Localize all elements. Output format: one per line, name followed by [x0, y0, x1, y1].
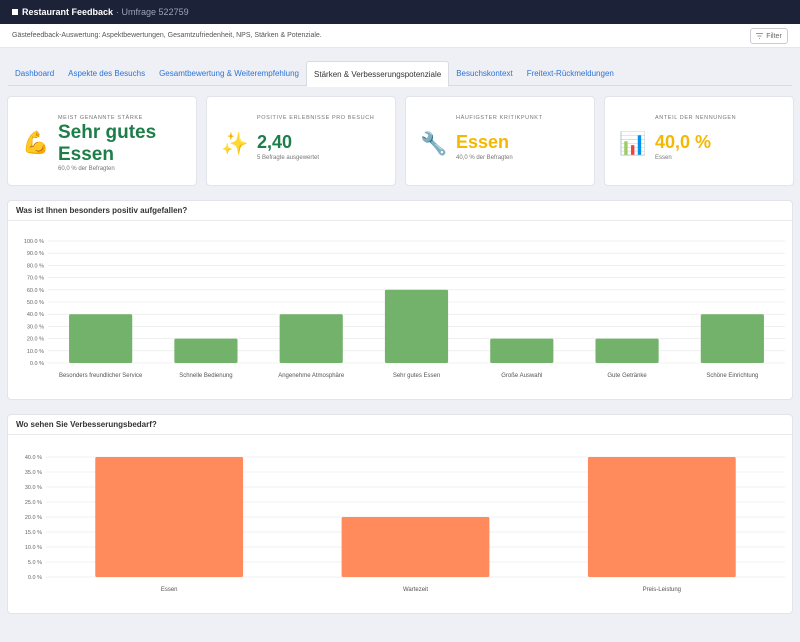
y-tick-label: 70.0 % — [27, 276, 44, 282]
x-tick-label: Große Auswahl — [501, 373, 542, 379]
bar — [341, 517, 490, 577]
tab-5[interactable]: Besuchskontext — [456, 69, 513, 78]
y-tick-label: 20.0 % — [25, 515, 42, 521]
y-tick-label: 60.0 % — [27, 288, 44, 294]
filter-button[interactable]: Filter — [750, 28, 788, 44]
kpi-card-4: 📊 Anteil der Nennungen 40,0 % Essen — [604, 96, 794, 186]
kpi-card-3: 🔧 Häufigster Kritikpunkt Essen 40,0 % der B… — [405, 96, 595, 186]
tab-6[interactable]: Freitext-Rückmeldungen — [526, 69, 614, 78]
y-tick-label: 30.0 % — [27, 324, 44, 330]
y-tick-label: 15.0 % — [25, 530, 42, 536]
positive-chart-panel: Was ist Ihnen besonders positiv aufgefal… — [7, 200, 793, 400]
app-title: Restaurant Feedback — [22, 7, 114, 17]
y-tick-label: 20.0 % — [27, 337, 44, 343]
filter-icon — [756, 33, 764, 39]
kpi-value: 40,0 % — [655, 132, 712, 152]
x-tick-label: Angenehme Atmosphäre — [278, 373, 345, 379]
x-tick-label: Essen — [161, 587, 178, 593]
flexed-biceps-icon: 💪 — [22, 130, 50, 155]
kpi-value: Essen — [456, 132, 510, 152]
bar — [95, 457, 244, 577]
tab-3[interactable]: Gesamtbewertung & Weiterempfehlung — [159, 69, 300, 78]
bar — [384, 289, 449, 363]
survey-id: · Umfrage 522759 — [116, 7, 189, 17]
y-tick-label: 50.0 % — [27, 300, 44, 306]
kpi-card-1: 💪 Meist genannte Stärke Sehr gutes Essen 60… — [7, 96, 197, 186]
kpi-value: 2,40 — [257, 132, 293, 152]
x-tick-label: Schnelle Bedienung — [179, 373, 232, 379]
x-tick-label: Besonders freundlicher Service — [59, 373, 143, 379]
kpi-label: Anteil der Nennungen — [655, 115, 737, 121]
page-description-bar: Gästefeedback-Auswertung: Aspektbewertun… — [0, 24, 800, 48]
filter-button-label: Filter — [766, 32, 782, 40]
improvement-chart-title: Wo sehen Sie Verbesserungsbedarf? — [8, 415, 792, 435]
y-tick-label: 10.0 % — [25, 545, 42, 551]
kpi-card-2: ✨ Positive Erlebnisse pro Besuch 2,40 5 Bef… — [206, 96, 396, 186]
wrench-icon: 🔧 — [420, 131, 448, 156]
tab-bar: Dashboard Aspekte des Besuchs Gesamtbewert… — [8, 61, 792, 87]
kpi-label: Positive Erlebnisse pro Besuch — [257, 115, 375, 121]
positive-bar-chart: 0.0 % 10.0 % 20.0 % 30.0 % 40.0 % 50.0 % 60.0 … — [24, 239, 785, 379]
kpi-subtext: Essen — [655, 155, 672, 161]
y-tick-label: 25.0 % — [25, 500, 42, 506]
kpi-subtext: 5 Befragte ausgewertet — [257, 155, 320, 161]
kpi-label: Häufigster Kritikpunkt — [456, 115, 543, 121]
bar — [69, 314, 133, 363]
y-tick-label: 0.0 % — [28, 575, 42, 581]
tab-1[interactable]: Dashboard — [15, 69, 55, 78]
x-tick-label: Schöne Einrichtung — [706, 373, 758, 379]
sparkles-icon: ✨ — [221, 131, 249, 156]
positive-chart-title: Was ist Ihnen besonders positiv aufgefal… — [8, 201, 792, 221]
tab-2[interactable]: Aspekte des Besuchs — [68, 69, 146, 78]
x-tick-label: Gute Getränke — [607, 373, 647, 379]
kpi-subtext: 40,0 % der Befragten — [456, 155, 513, 161]
page-description: Gästefeedback-Auswertung: Aspektbewertun… — [12, 32, 322, 39]
y-tick-label: 80.0 % — [27, 263, 44, 269]
y-tick-label: 40.0 % — [25, 455, 42, 461]
bar — [490, 338, 554, 363]
bar — [595, 338, 659, 363]
y-tick-label: 30.0 % — [25, 485, 42, 491]
y-tick-label: 35.0 % — [25, 470, 42, 476]
improvement-bar-chart: 0.0 % 5.0 % 10.0 % 15.0 % 20.0 % 25.0 % 30.0 %… — [25, 455, 785, 593]
improvement-chart-panel: Wo sehen Sie Verbesserungsbedarf? 0.0 % 5… — [7, 414, 793, 614]
bar — [700, 314, 764, 363]
kpi-value: Sehr gutes Essen — [58, 122, 157, 165]
kpi-label: Meist genannte Stärke — [58, 115, 143, 121]
bar — [279, 314, 343, 363]
y-tick-label: 0.0 % — [30, 361, 44, 367]
y-tick-label: 100.0 % — [24, 239, 44, 245]
y-tick-label: 10.0 % — [27, 349, 44, 355]
x-tick-label: Preis-Leistung — [643, 587, 681, 593]
logo-square-icon — [12, 9, 18, 15]
app-header: Restaurant Feedback · Umfrage 522759 — [0, 0, 800, 24]
y-tick-label: 5.0 % — [28, 560, 42, 566]
x-tick-label: Wartezeit — [403, 587, 428, 593]
tab-4[interactable]: Stärken & Verbesserungspotenziale — [306, 61, 450, 87]
x-tick-label: Sehr gutes Essen — [393, 373, 440, 379]
y-tick-label: 90.0 % — [27, 251, 44, 257]
bar — [587, 457, 736, 577]
bar — [174, 338, 238, 363]
bar-chart-icon: 📊 — [619, 131, 647, 156]
y-tick-label: 40.0 % — [27, 312, 44, 318]
kpi-subtext: 60,0 % der Befragten — [58, 166, 115, 172]
